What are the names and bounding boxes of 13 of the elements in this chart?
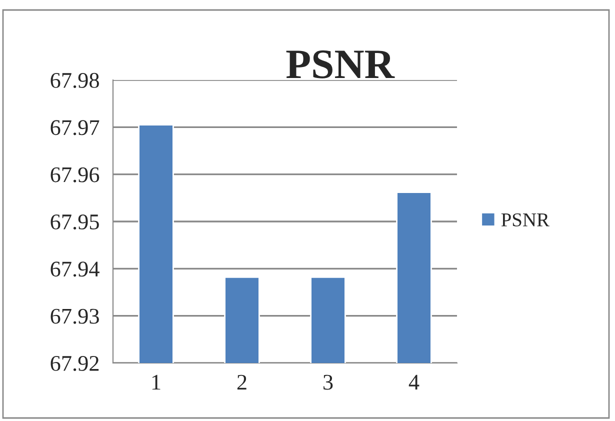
y-tick-label: 67.95 bbox=[50, 214, 99, 230]
y-tick-label: 67.98 bbox=[50, 72, 99, 88]
y-tick-label: 67.92 bbox=[50, 356, 99, 372]
x-tick-label: 3 bbox=[324, 374, 333, 390]
y-tick-label: 67.94 bbox=[50, 262, 100, 277]
x-tick-label: 1 bbox=[152, 374, 160, 390]
legend-label: PSNR bbox=[501, 213, 550, 226]
y-tick-label: 67.96 bbox=[50, 167, 100, 182]
x-tick-label: 4 bbox=[408, 374, 420, 390]
chart-title: PSNR bbox=[286, 50, 395, 78]
x-tick-label: 2 bbox=[237, 374, 246, 390]
y-tick-label: 67.97 bbox=[50, 120, 100, 136]
y-tick-label: 67.93 bbox=[50, 308, 99, 324]
